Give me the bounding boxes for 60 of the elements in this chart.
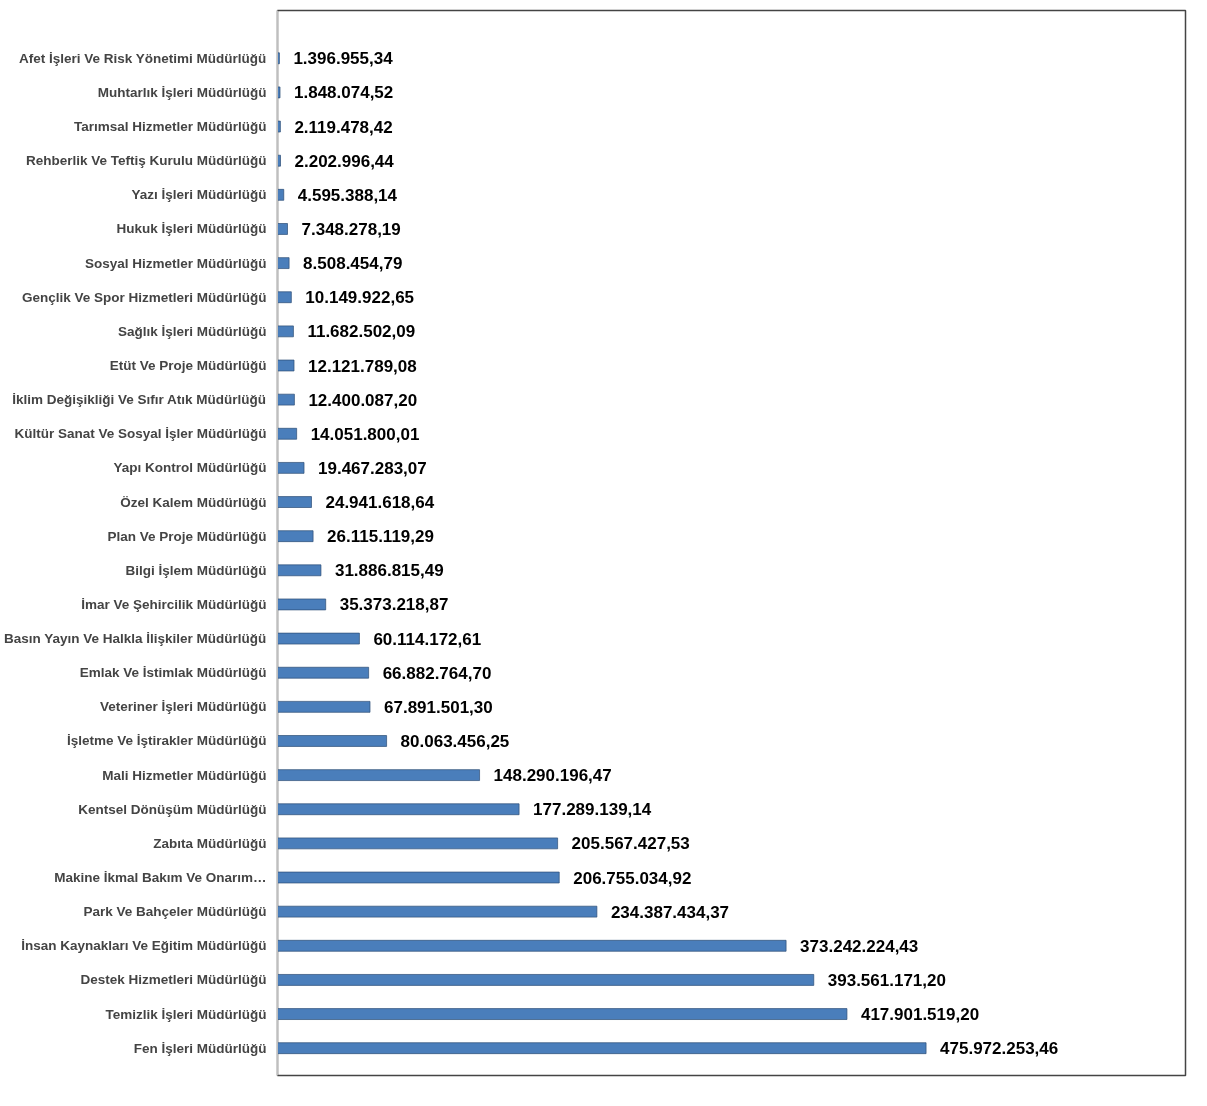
y-tick-label: Destek Hizmetleri Müdürlüğü [80, 972, 267, 988]
y-tick-label: Sağlık İşleri Müdürlüğü [117, 323, 267, 339]
data-label: 393.561.171,20 [827, 970, 946, 990]
data-label: 66.882.764,70 [382, 663, 492, 683]
y-tick-label: İşletme Ve İştirakler Müdürlüğü [66, 733, 267, 749]
data-label: 8.508.454,79 [303, 254, 403, 274]
y-tick-label: Hukuk İşleri Müdürlüğü [116, 221, 267, 237]
data-label: 177.289.139,14 [533, 800, 652, 820]
y-tick-label: Muhtarlık İşleri Müdürlüğü [97, 84, 267, 100]
y-tick-label: Afet İşleri Ve Risk Yönetimi Müdürlüğü [18, 50, 267, 66]
y-tick-label: Yapı Kontrol Müdürlüğü [113, 460, 267, 476]
data-label: 475.972.253,46 [940, 1039, 1059, 1059]
data-label: 19.467.283,07 [318, 458, 427, 478]
data-label: 26.115.119,29 [327, 527, 434, 547]
y-tick-label: Bilgi İşlem Müdürlüğü [125, 562, 267, 578]
data-label: 14.051.800,01 [310, 424, 420, 444]
y-tick-label: Emlak Ve İstimlak Müdürlüğü [79, 665, 267, 681]
y-tick-label: Basın Yayın Ve Halkla İlişkiler Müdürlüğü [3, 631, 267, 647]
data-label: 12.121.789,08 [308, 356, 417, 376]
y-tick-label: Sosyal Hizmetler Müdürlüğü [84, 255, 267, 271]
data-label: 417.901.519,20 [860, 1005, 980, 1025]
y-tick-label: Veteriner İşleri Müdürlüğü [99, 699, 267, 715]
y-tick-label: Kültür Sanat Ve Sosyal İşler Müdürlüğü [14, 426, 267, 442]
data-label: 7.348.278,19 [301, 219, 401, 239]
y-tick-label: Özel Kalem Müdürlüğü [120, 494, 267, 510]
y-tick-label: Yazı İşleri Müdürlüğü [131, 187, 267, 203]
data-label: 1.396.955,34 [293, 49, 394, 69]
data-label: 2.119.478,42 [294, 117, 393, 137]
y-tick-label: Gençlik Ve Spor Hizmetleri Müdürlüğü [21, 289, 267, 305]
data-label: 206.755.034,92 [573, 868, 692, 888]
data-label: 60.114.172,61 [373, 629, 482, 649]
data-label: 234.387.434,37 [610, 902, 730, 922]
data-label: 2.202.996,44 [294, 151, 395, 171]
data-label: 373.242.224,43 [800, 936, 919, 956]
y-tick-label: Park Ve Bahçeler Müdürlüğü [83, 904, 267, 920]
data-label: 12.400.087,20 [308, 390, 418, 410]
data-label: 148.290.196,47 [493, 766, 612, 786]
y-tick-label: Makine İkmal Bakım Ve Onarım… [54, 870, 267, 886]
y-tick-label: İmar Ve Şehircilik Müdürlüğü [81, 596, 267, 612]
data-label: 35.373.218,87 [339, 595, 449, 615]
y-tick-label: İnsan Kaynakları Ve Eğitim Müdürlüğü [21, 938, 267, 954]
y-tick-label: İklim Değişikliği Ve Sıfır Atık Müdürlüğü [12, 392, 267, 408]
y-tick-label: Temizlik İşleri Müdürlüğü [105, 1006, 267, 1022]
data-label: 80.063.456,25 [400, 731, 510, 751]
y-tick-label: Mali Hizmetler Müdürlüğü [102, 767, 267, 783]
y-tick-label: Fen İşleri Müdürlüğü [133, 1040, 267, 1056]
y-tick-label: Etüt Ve Proje Müdürlüğü [109, 358, 267, 373]
data-label: 205.567.427,53 [571, 834, 690, 854]
data-label: 10.149.922,65 [305, 288, 415, 308]
y-tick-label: Zabıta Müdürlüğü [153, 835, 267, 851]
data-label: 31.886.815,49 [334, 561, 444, 581]
data-label: 11.682.502,09 [307, 322, 416, 342]
y-tick-label: Rehberlik Ve Teftiş Kurulu Müdürlüğü [25, 153, 267, 169]
data-label: 4.595.388,14 [297, 185, 398, 205]
y-tick-label: Plan Ve Proje Müdürlüğü [107, 528, 267, 544]
y-tick-label: Kentsel Dönüşüm Müdürlüğü [78, 801, 267, 817]
data-label: 67.891.501,30 [384, 697, 493, 717]
data-label: 24.941.618,64 [325, 493, 435, 513]
y-tick-label: Tarımsal Hizmetler Müdürlüğü [73, 119, 267, 135]
data-label: 1.848.074,52 [294, 83, 394, 103]
